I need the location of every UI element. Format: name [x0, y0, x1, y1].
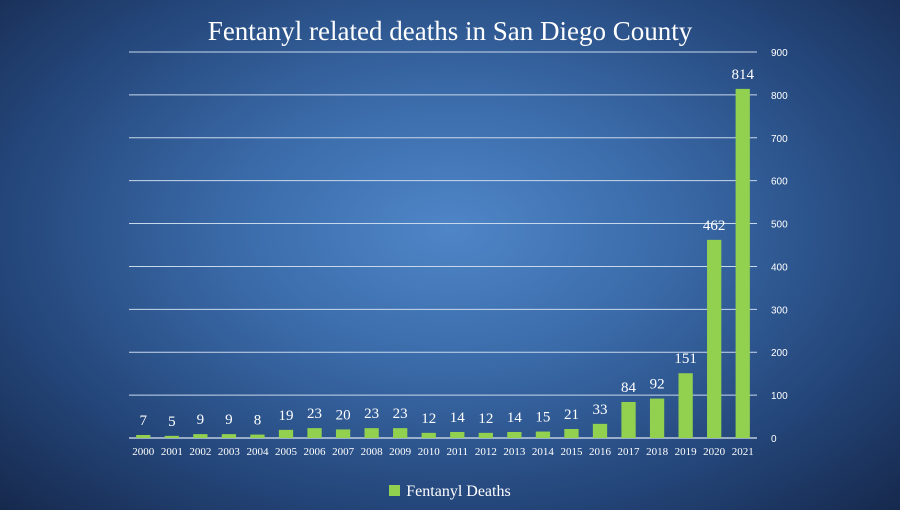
- bar: [307, 428, 322, 438]
- bar: [278, 429, 294, 438]
- bar: [735, 88, 750, 438]
- bar: [250, 434, 265, 438]
- x-tick-label: 2001: [161, 446, 183, 458]
- x-tick-label: 2006: [304, 446, 327, 458]
- x-tick-label: 2018: [646, 446, 669, 458]
- bar: [478, 432, 493, 438]
- x-tick-label: 2016: [589, 446, 612, 458]
- data-label: 84: [621, 380, 637, 396]
- data-label: 92: [650, 377, 665, 393]
- legend: Fentanyl Deaths: [0, 483, 900, 501]
- x-tick-label: 2009: [389, 446, 412, 458]
- x-tick-label: 2015: [560, 446, 583, 458]
- bar: [221, 434, 237, 438]
- data-label: 15: [535, 410, 550, 426]
- bar: [335, 429, 351, 438]
- data-label: 9: [197, 412, 205, 428]
- x-tick-label: 2008: [361, 446, 384, 458]
- bar: [450, 431, 465, 438]
- data-label: 23: [393, 406, 408, 422]
- bar: [136, 434, 151, 438]
- y-tick-label: 300: [771, 305, 788, 316]
- data-label: 12: [421, 411, 436, 427]
- bar: [164, 435, 179, 438]
- x-tick-label: 2002: [189, 446, 211, 458]
- chart-title: Fentanyl related deaths in San Diego Cou…: [207, 16, 693, 46]
- y-tick-label: 800: [771, 91, 788, 102]
- bar: [507, 431, 522, 438]
- legend-swatch: [389, 485, 401, 496]
- data-label: 814: [731, 67, 754, 83]
- bar: [393, 428, 408, 438]
- data-label: 23: [307, 406, 322, 422]
- bar: [649, 398, 665, 438]
- bar: [707, 239, 722, 438]
- x-tick-label: 2011: [446, 446, 468, 458]
- x-tick-label: 2000: [132, 446, 155, 458]
- data-label: 9: [225, 412, 233, 428]
- x-tick-label: 2020: [703, 446, 726, 458]
- y-tick-label: 900: [771, 48, 788, 59]
- bar: [621, 401, 636, 438]
- y-tick-label: 500: [771, 220, 788, 231]
- data-label: 7: [140, 413, 148, 429]
- x-tick-label: 2019: [675, 446, 698, 458]
- bar: [364, 428, 379, 438]
- x-tick-label: 2003: [218, 446, 241, 458]
- data-label: 33: [593, 402, 608, 418]
- bar: [564, 428, 579, 438]
- data-label: 5: [168, 414, 176, 430]
- bar: [193, 434, 208, 438]
- y-tick-label: 0: [771, 434, 777, 445]
- bar: [592, 423, 608, 438]
- y-tick-label: 700: [771, 134, 788, 145]
- x-tick-label: 2012: [475, 446, 497, 458]
- legend-label: Fentanyl Deaths: [406, 483, 511, 500]
- data-label: 19: [279, 408, 294, 424]
- x-tick-label: 2005: [275, 446, 298, 458]
- x-tick-label: 2021: [732, 446, 754, 458]
- x-tick-label: 2013: [503, 446, 526, 458]
- x-tick-label: 2004: [246, 446, 269, 458]
- data-label: 462: [703, 218, 726, 234]
- data-label: 151: [674, 351, 697, 367]
- data-label: 12: [478, 411, 493, 427]
- x-tick-label: 2010: [418, 446, 441, 458]
- y-tick-label: 100: [771, 391, 788, 402]
- x-tick-label: 2007: [332, 446, 355, 458]
- bar: [421, 432, 436, 438]
- bar: [678, 373, 693, 438]
- data-label: 14: [507, 410, 523, 426]
- x-tick-label: 2014: [532, 446, 555, 458]
- y-tick-label: 200: [771, 348, 788, 359]
- data-label: 8: [254, 413, 262, 429]
- x-tick-label: 2017: [618, 446, 641, 458]
- y-tick-label: 400: [771, 262, 788, 273]
- data-label: 20: [336, 407, 351, 423]
- y-tick-label: 600: [771, 177, 788, 188]
- bar: [535, 431, 551, 438]
- data-label: 14: [450, 410, 466, 426]
- data-label: 21: [564, 407, 579, 423]
- data-label: 23: [364, 406, 379, 422]
